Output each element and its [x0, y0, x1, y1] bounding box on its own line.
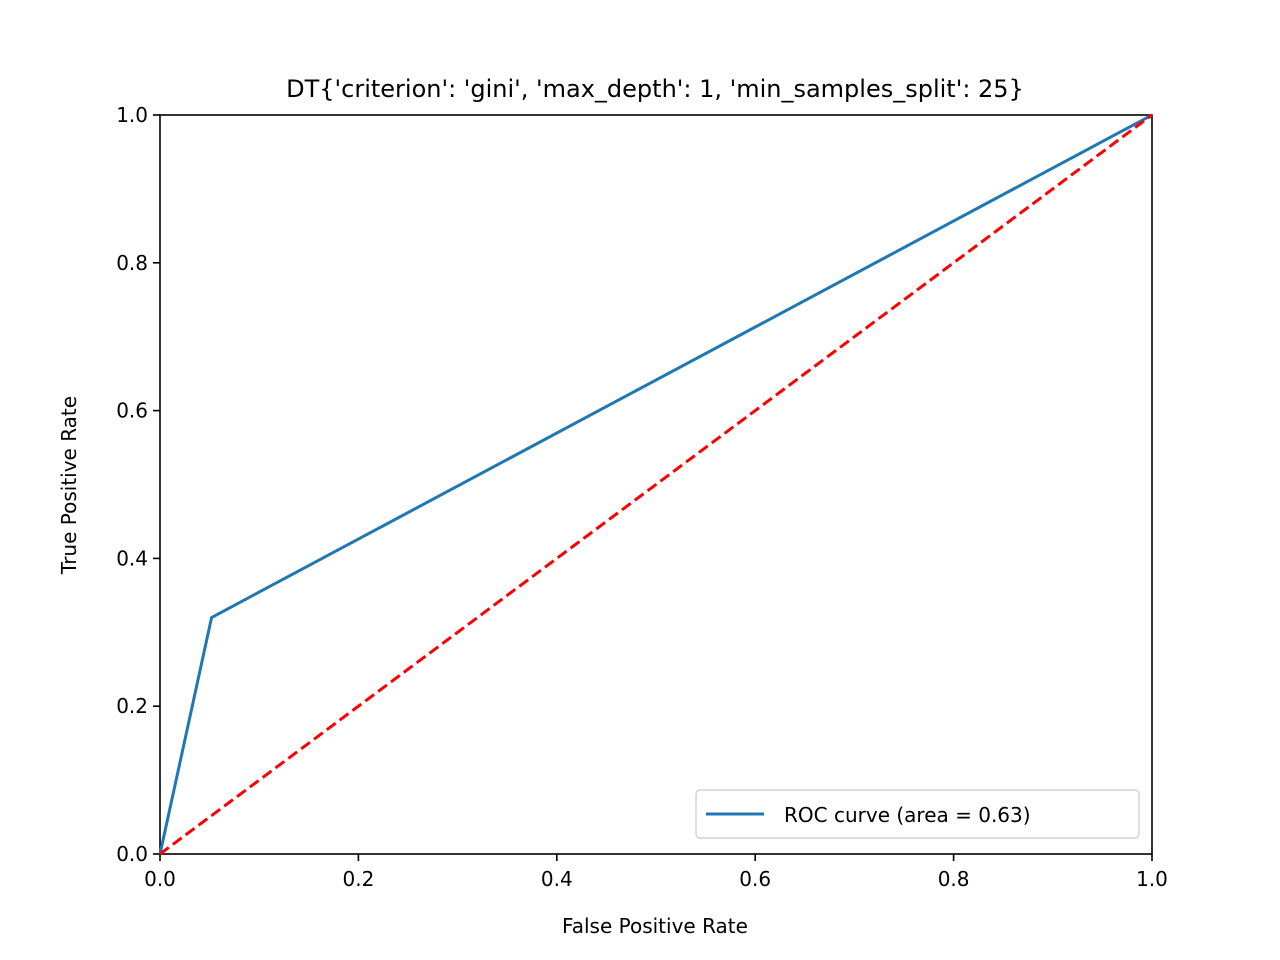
axes-frame — [159, 114, 1153, 855]
x-tick-label: 0.8 — [938, 867, 970, 891]
y-tick-label: 0.0 — [116, 842, 148, 866]
x-axis-label: False Positive Rate — [562, 914, 748, 938]
chart-title: DT{'criterion': 'gini', 'max_depth': 1, … — [286, 75, 1024, 103]
series-layer — [158, 113, 1153, 856]
x-tick-label: 0.4 — [541, 867, 573, 891]
legend-box — [695, 789, 1140, 839]
y-tick-label: 0.4 — [116, 546, 148, 570]
x-tick-label: 0.0 — [144, 867, 176, 891]
y-tick-label: 0.8 — [116, 251, 148, 275]
x-axis-ticks: 0.0 0.2 0.4 0.6 0.8 1.0 — [144, 854, 1168, 891]
legend: ROC curve (area = 0.63) — [695, 789, 1140, 839]
roc-curve-line — [158, 113, 1153, 855]
x-tick-label: 0.2 — [342, 867, 374, 891]
legend-label: ROC curve (area = 0.63) — [784, 803, 1031, 827]
x-tick-label: 0.6 — [739, 867, 771, 891]
chance-diagonal-line — [159, 113, 1153, 856]
y-tick-label: 0.6 — [116, 399, 148, 423]
y-axis-label: True Positive Rate — [57, 396, 81, 575]
y-tick-label: 0.2 — [116, 694, 148, 718]
y-tick-label: 1.0 — [116, 103, 148, 127]
x-tick-label: 1.0 — [1136, 867, 1168, 891]
plot-area — [159, 114, 1153, 855]
y-axis-ticks: 0.0 0.2 0.4 0.6 0.8 1.0 — [116, 103, 160, 866]
